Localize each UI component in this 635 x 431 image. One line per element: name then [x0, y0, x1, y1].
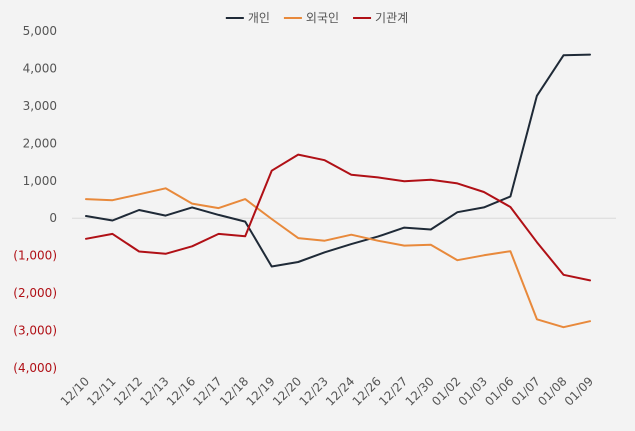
x-tick-label: 01/02 [429, 374, 463, 408]
y-tick-label: 2,000 [23, 136, 57, 150]
x-tick-label: 01/06 [482, 374, 516, 408]
y-axis: 5,000 4,000 3,000 2,000 1,000 0 (1,000) (2,000)… [13, 24, 616, 375]
x-tick-label: 01/08 [535, 374, 569, 408]
series-line-2 [85, 153, 591, 282]
x-tick-label: 12/11 [84, 374, 118, 408]
x-tick-label: 01/07 [509, 374, 543, 408]
x-tick-label: 12/12 [111, 374, 145, 408]
x-tick-label: 12/24 [323, 374, 357, 408]
y-tick-label: 0 [49, 211, 57, 225]
legend-item-0: 개인 [225, 11, 270, 25]
legend-label: 기관계 [375, 11, 408, 25]
x-tick-label: 12/23 [296, 374, 330, 408]
x-tick-label: 12/16 [164, 374, 198, 408]
legend-item-2: 기관계 [353, 11, 408, 25]
legend-label: 개인 [248, 11, 270, 25]
x-tick-label: 12/27 [376, 374, 410, 408]
legend-item-1: 외국인 [283, 11, 339, 25]
y-tick-label: 3,000 [23, 99, 57, 113]
y-tick-label: (4,000) [13, 361, 57, 375]
y-tick-label: 5,000 [23, 24, 57, 38]
x-tick-label: 12/18 [217, 374, 251, 408]
y-tick-label: 4,000 [23, 61, 57, 75]
y-tick-label: (2,000) [13, 286, 57, 300]
y-tick-label: (1,000) [13, 249, 57, 263]
series-line-0 [85, 53, 591, 268]
x-tick-label: 12/19 [243, 374, 277, 408]
y-tick-label: (3,000) [13, 324, 57, 338]
x-tick-label: 12/26 [350, 374, 384, 408]
legend-label: 외국인 [306, 11, 339, 25]
legend: 개인 외국인 기관계 [225, 11, 408, 25]
x-tick-label: 12/30 [403, 374, 437, 408]
series-layer [85, 53, 591, 329]
x-tick-label: 12/10 [58, 374, 92, 408]
x-tick-label: 12/20 [270, 374, 304, 408]
y-tick-label: 1,000 [23, 174, 57, 188]
x-tick-label: 12/17 [190, 374, 224, 408]
x-tick-label: 01/03 [456, 374, 490, 408]
x-axis: 12/1012/1112/1212/1312/1612/1712/1812/19… [58, 374, 596, 408]
series-line-1 [85, 187, 591, 329]
x-tick-label: 12/13 [137, 374, 171, 408]
x-tick-label: 01/09 [562, 374, 596, 408]
